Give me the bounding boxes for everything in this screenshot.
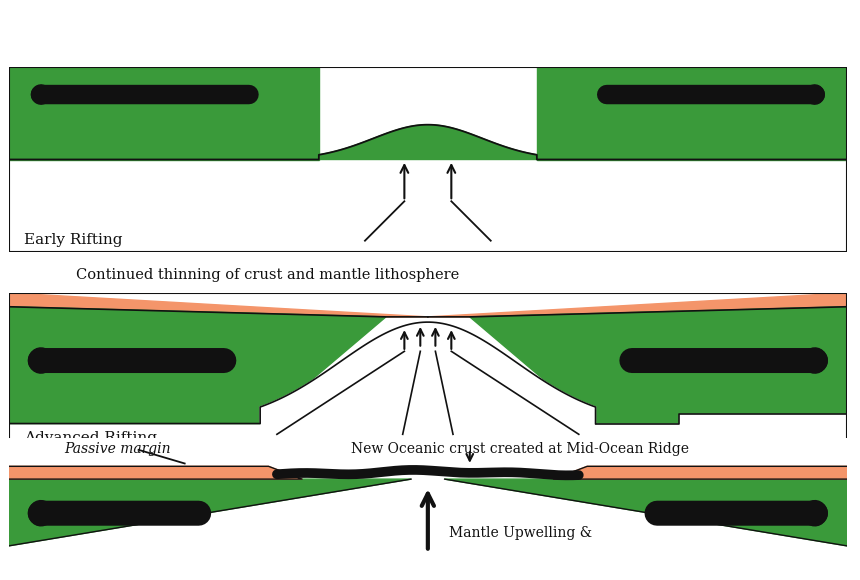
Polygon shape <box>319 125 537 160</box>
Polygon shape <box>445 479 847 546</box>
Text: Continued thinning of crust and mantle lithosphere: Continued thinning of crust and mantle l… <box>76 267 459 282</box>
Polygon shape <box>596 414 847 423</box>
Polygon shape <box>9 293 428 317</box>
Polygon shape <box>470 307 847 423</box>
Polygon shape <box>9 479 411 546</box>
Text: New Oceanic crust created at Mid-Ocean Ridge: New Oceanic crust created at Mid-Ocean R… <box>351 442 689 456</box>
Bar <box>537 67 847 160</box>
Polygon shape <box>9 307 386 423</box>
Text: Early Rifting: Early Rifting <box>24 233 122 246</box>
Bar <box>9 67 319 160</box>
Polygon shape <box>9 466 302 479</box>
Text: Mantle Upwelling &: Mantle Upwelling & <box>449 526 592 540</box>
Polygon shape <box>428 293 847 317</box>
Polygon shape <box>554 466 847 479</box>
Text: Advanced Rifting: Advanced Rifting <box>24 431 157 445</box>
Polygon shape <box>261 322 596 423</box>
Text: Passive margin: Passive margin <box>64 442 171 456</box>
